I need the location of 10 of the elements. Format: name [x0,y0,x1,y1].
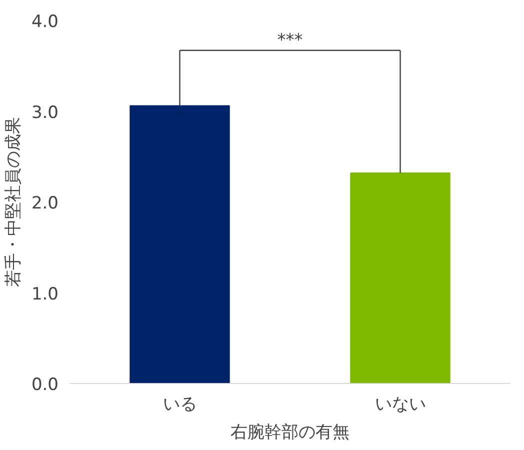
y-tick-label: 3.0 [31,102,59,123]
y-axis-title: 若手・中堅社員の成果 [3,117,24,287]
y-tick-label: 1.0 [31,284,59,304]
y-tick-label: 4.0 [31,12,59,32]
annotation: *** [277,30,303,50]
y-tick-label: 2.0 [31,194,59,214]
y-tick-label: 0.0 [31,375,59,395]
x-tick-label: いない [374,394,426,414]
x-axis-title: 右腕幹部の有無 [230,422,350,442]
x-tick-label: いる [162,394,197,414]
